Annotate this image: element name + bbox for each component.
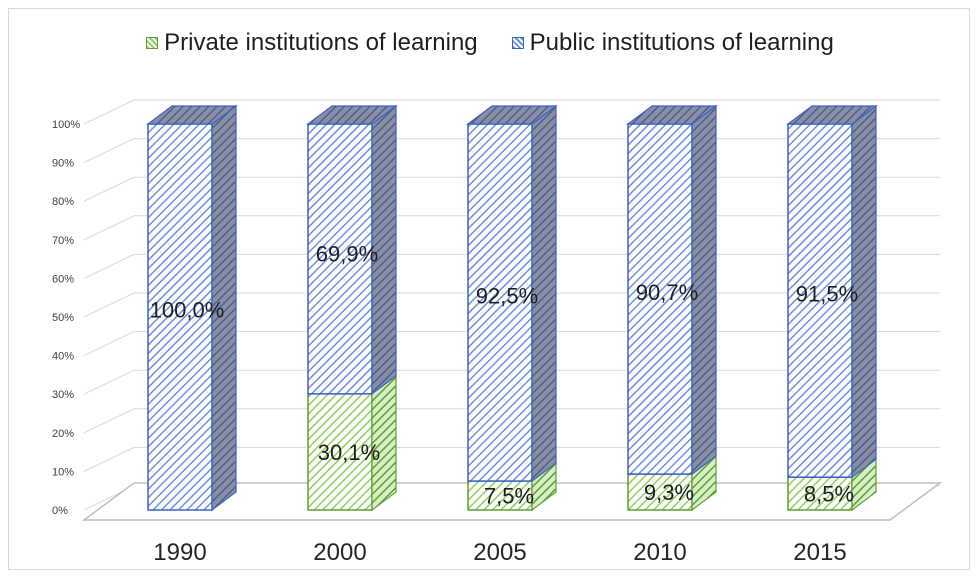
gridline-depth-90: [83, 138, 135, 164]
gridline-depth-70: [83, 215, 135, 241]
gridline-depth-100: [83, 99, 135, 125]
private-value-label-2015: 8,5%: [804, 482, 854, 507]
y-tick-label-80: 80%: [52, 196, 74, 208]
legend-private-label: Private institutions of learning: [164, 29, 478, 56]
public-bar-2010-front: [627, 123, 693, 475]
legend-public-swatch: [511, 37, 524, 49]
gridline-depth-50: [83, 292, 135, 318]
public-bar-top-2000: [306, 105, 398, 125]
private-value-label-2005: 7,5%: [484, 484, 534, 509]
legend-public-item: Public institutions of learning: [511, 29, 834, 57]
x-label-2005: 2005: [473, 539, 526, 566]
legend-private-item: Private institutions of learning: [146, 29, 478, 57]
y-tick-label-40: 40%: [52, 351, 74, 363]
gridline-depth-80: [83, 176, 135, 202]
public-value-label-2000: 69,9%: [316, 242, 378, 267]
label-layer: 1990 100,0% 2000 69,9% 30,1% 2005 92,5% 7,5% 201…: [150, 242, 859, 566]
public-value-label-1990: 100,0%: [150, 297, 225, 322]
chart-legend: Private institutions of learning Public …: [0, 26, 980, 60]
y-tick-label-100: 100%: [52, 119, 80, 131]
x-label-2010: 2010: [633, 539, 686, 566]
y-tick-label-90: 90%: [52, 158, 74, 170]
y-tick-label-10: 10%: [52, 466, 74, 478]
public-bar-1990-front: [147, 123, 213, 511]
private-bar-2010-front: [627, 473, 693, 511]
public-bar-2015-front: [787, 123, 853, 478]
public-value-label-2010: 90,7%: [636, 280, 698, 305]
gridline-depth-40: [83, 331, 135, 357]
y-tick-label-70: 70%: [52, 235, 74, 247]
y-tick-label-60: 60%: [52, 273, 74, 285]
public-value-label-2005: 92,5%: [476, 283, 538, 308]
gridline-depth-20: [83, 408, 135, 434]
legend-private-swatch: [146, 37, 159, 49]
y-tick-label-20: 20%: [52, 428, 74, 440]
gridline-depth-10: [83, 446, 135, 472]
public-bar-top-1990: [146, 105, 238, 125]
private-value-label-2000: 30,1%: [318, 440, 380, 465]
private-bar-2005-front: [467, 480, 533, 511]
public-bar-top-2005: [466, 105, 558, 125]
x-label-2015: 2015: [793, 539, 846, 566]
legend-public-label: Public institutions of learning: [529, 29, 834, 56]
public-bar-top-2010: [626, 105, 718, 125]
y-tick-label-50: 50%: [52, 312, 74, 324]
x-label-2000: 2000: [313, 539, 366, 566]
y-tick-label-0: 0%: [52, 505, 68, 517]
private-value-label-2010: 9,3%: [644, 480, 694, 505]
public-bar-2000-front: [307, 123, 373, 395]
x-label-1990: 1990: [153, 539, 206, 566]
public-value-label-2015: 91,5%: [796, 282, 858, 307]
bar-layer: [146, 104, 878, 512]
y-tick-label-30: 30%: [52, 389, 74, 401]
gridline-depth-30: [83, 369, 135, 395]
gridline-depth-60: [83, 253, 135, 279]
public-bar-top-2015: [786, 105, 878, 125]
